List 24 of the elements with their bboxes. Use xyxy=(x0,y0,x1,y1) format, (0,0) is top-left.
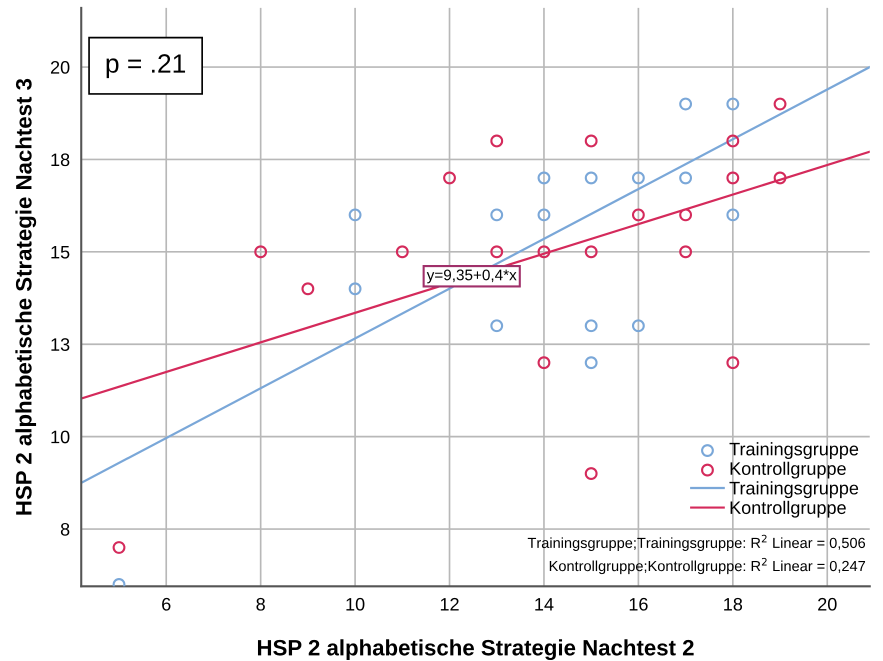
x-tick-label: 10 xyxy=(346,598,364,611)
y-tick-label: 18 xyxy=(51,153,70,166)
x-tick-label: 18 xyxy=(724,598,742,611)
x-tick-label: 12 xyxy=(440,598,459,611)
y-tick-label: 20 xyxy=(50,60,70,74)
legend-label: Trainingsgruppe xyxy=(730,442,858,460)
annotation: y=9,35+0,4*x xyxy=(426,270,517,284)
legend-label: Trainingsgruppe xyxy=(730,481,858,498)
legend-label: Kontrollgruppe xyxy=(730,500,846,518)
x-tick-label: 14 xyxy=(535,598,554,611)
y-tick-label: 10 xyxy=(51,430,70,444)
x-tick-label: 6 xyxy=(162,598,170,611)
y-tick-label: 13 xyxy=(51,338,70,351)
x-tick-label: 16 xyxy=(630,598,648,611)
annotation: p = .21 xyxy=(106,54,186,78)
y-axis-title: HSP 2 alphabetische Strategie Nachtest 3 xyxy=(15,78,36,515)
annotation: Trainingsgruppe;Trainingsgruppe: R$^{2}$ Linear = 0,506 xyxy=(528,534,866,551)
y-tick-label: 8 xyxy=(60,522,70,536)
annotation: Kontrollgruppe;Kontrollgruppe: R$^{2}$ Linear = 0,247 xyxy=(550,558,866,574)
legend-label: Kontrollgruppe xyxy=(730,462,846,479)
x-tick-label: 20 xyxy=(818,598,837,611)
x-tick-label: 8 xyxy=(256,598,265,611)
y-tick-label: 15 xyxy=(51,246,70,259)
x-axis-title: HSP 2 alphabetische Strategie Nachtest 2 xyxy=(258,639,694,660)
